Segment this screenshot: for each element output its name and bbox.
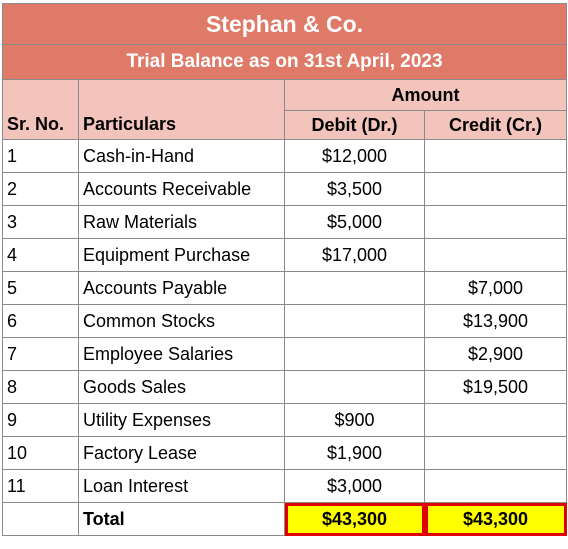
cell-sr-no-empty [2,502,79,536]
cell-particular: Raw Materials [78,205,285,239]
cell-debit: $1,900 [284,436,425,470]
cell-credit [423,436,568,470]
trial-balance-sheet: Stephan & Co. Trial Balance as on 31st A… [1,3,568,536]
header-debit: Debit (Dr.) [284,110,425,140]
total-credit: $43,300 [423,502,568,536]
cell-sr-no: 2 [2,172,79,206]
cell-sr-no: 10 [2,436,79,470]
table-row: 10 Factory Lease $1,900 [2,436,568,470]
cell-debit [284,370,425,404]
cell-debit [284,337,425,371]
trial-balance-table: Stephan & Co. Trial Balance as on 31st A… [1,3,568,536]
cell-particular: Common Stocks [78,304,285,338]
header-credit: Credit (Cr.) [423,110,568,140]
cell-debit: $12,000 [284,139,425,173]
cell-particular: Equipment Purchase [78,238,285,272]
cell-credit: $13,900 [423,304,568,338]
cell-particular: Goods Sales [78,370,285,404]
total-label: Total [78,502,285,536]
cell-particular: Accounts Receivable [78,172,285,206]
cell-credit [423,403,568,437]
cell-sr-no: 3 [2,205,79,239]
cell-sr-no: 9 [2,403,79,437]
cell-credit [423,172,568,206]
table-row: 6 Common Stocks $13,900 [2,304,568,338]
cell-debit [284,271,425,305]
cell-debit: $3,500 [284,172,425,206]
cell-particular: Factory Lease [78,436,285,470]
cell-sr-no: 4 [2,238,79,272]
cell-sr-no: 5 [2,271,79,305]
cell-particular: Employee Salaries [78,337,285,371]
cell-debit: $5,000 [284,205,425,239]
cell-credit: $19,500 [423,370,568,404]
cell-credit [423,139,568,173]
header-particulars: Particulars [78,79,285,140]
cell-debit: $3,000 [284,469,425,503]
total-debit: $43,300 [284,502,425,536]
cell-debit: $900 [284,403,425,437]
table-row: 2 Accounts Receivable $3,500 [2,172,568,206]
header-sr-no: Sr. No. [2,79,79,140]
cell-credit: $2,900 [423,337,568,371]
cell-credit [423,205,568,239]
table-row: 8 Goods Sales $19,500 [2,370,568,404]
cell-particular: Cash-in-Hand [78,139,285,173]
header-amount: Amount [283,79,568,111]
table-row: 4 Equipment Purchase $17,000 [2,238,568,272]
table-row: 11 Loan Interest $3,000 [2,469,568,503]
cell-credit: $7,000 [423,271,568,305]
table-row: 5 Accounts Payable $7,000 [2,271,568,305]
cell-particular: Utility Expenses [78,403,285,437]
cell-credit [423,238,568,272]
cell-debit: $17,000 [284,238,425,272]
report-subtitle: Trial Balance as on 31st April, 2023 [1,44,568,80]
total-row: Total $43,300 $43,300 [2,502,568,536]
cell-sr-no: 8 [2,370,79,404]
company-title: Stephan & Co. [1,3,568,45]
cell-sr-no: 1 [2,139,79,173]
table-row: 3 Raw Materials $5,000 [2,205,568,239]
cell-credit [423,469,568,503]
cell-debit [284,304,425,338]
table-row: 1 Cash-in-Hand $12,000 [2,139,568,173]
cell-particular: Accounts Payable [78,271,285,305]
cell-particular: Loan Interest [78,469,285,503]
table-row: 9 Utility Expenses $900 [2,403,568,437]
cell-sr-no: 7 [2,337,79,371]
table-row: 7 Employee Salaries $2,900 [2,337,568,371]
cell-sr-no: 11 [2,469,79,503]
cell-sr-no: 6 [2,304,79,338]
